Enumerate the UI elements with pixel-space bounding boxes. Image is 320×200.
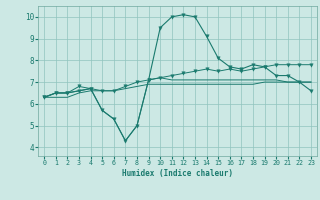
- X-axis label: Humidex (Indice chaleur): Humidex (Indice chaleur): [122, 169, 233, 178]
